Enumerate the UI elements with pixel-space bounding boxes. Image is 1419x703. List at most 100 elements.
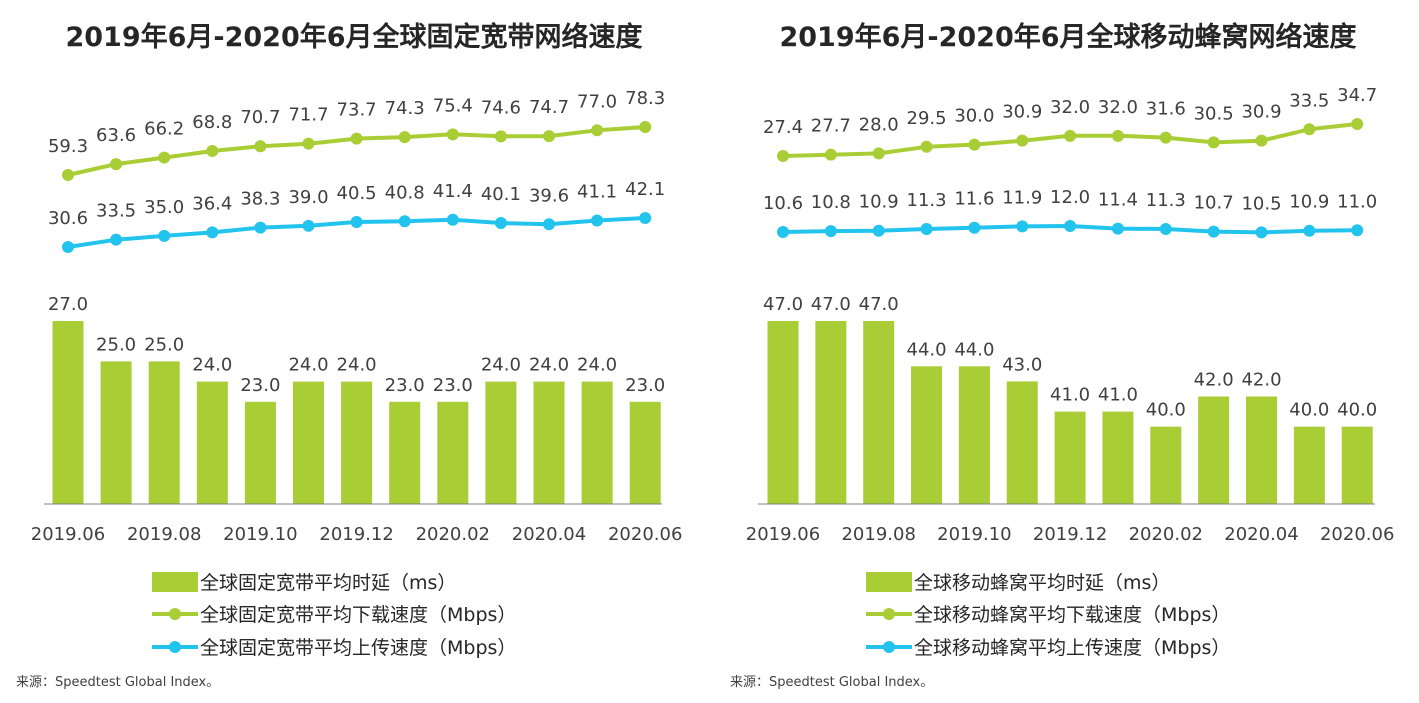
latency-bar-label: 44.0	[907, 339, 947, 360]
download-label: 30.9	[1002, 102, 1042, 123]
upload-point	[494, 217, 507, 230]
latency-bar-label: 27.0	[48, 294, 88, 315]
upload-point	[1351, 224, 1364, 237]
source-note: 来源：Speedtest Global Index。	[16, 675, 219, 690]
latency-bar-label: 40.0	[1289, 400, 1329, 421]
latency-bar	[1246, 396, 1277, 504]
upload-point	[1064, 220, 1077, 232]
latency-bar-label: 24.0	[481, 355, 521, 376]
x-tick-label: 2019.06	[31, 524, 105, 545]
legend-upload-label: 全球固定宽带平均上传速度（Mbps）	[200, 637, 516, 659]
latency-bar-label: 24.0	[529, 355, 569, 376]
upload-point	[1159, 223, 1172, 235]
download-point	[302, 137, 315, 150]
download-point	[158, 151, 171, 164]
download-label: 63.6	[96, 125, 136, 146]
download-point	[777, 150, 789, 162]
upload-label: 10.5	[1241, 193, 1281, 214]
latency-bar-label: 41.0	[1098, 385, 1138, 406]
latency-bar	[100, 361, 132, 504]
download-point	[968, 138, 981, 151]
x-tick-label: 2019.06	[746, 524, 820, 545]
latency-bar-label: 42.0	[1194, 370, 1234, 391]
latency-bar	[341, 381, 373, 504]
upload-point	[1255, 226, 1268, 239]
legend-bar-swatch	[152, 572, 198, 592]
latency-bar-label: 40.0	[1146, 400, 1186, 421]
x-tick-label: 2019.12	[1033, 524, 1107, 545]
download-label: 66.2	[144, 119, 184, 140]
upload-point	[62, 241, 74, 253]
upload-point	[398, 215, 411, 228]
x-tick-label: 2020.02	[416, 524, 490, 545]
download-label: 28.0	[859, 114, 899, 135]
latency-bar	[389, 401, 421, 504]
download-point	[1303, 123, 1316, 136]
latency-bar	[1054, 411, 1086, 504]
chart-legend: 全球移动蜂窝平均时延（ms） 全球移动蜂窝平均下载速度（Mbps） 全球移动蜂窝…	[866, 572, 1230, 659]
legend-upload-label: 全球移动蜂窝平均上传速度（Mbps）	[914, 637, 1230, 659]
chart-title: 2019年6月-2020年6月全球固定宽带网络速度	[65, 21, 642, 53]
upload-point	[110, 233, 123, 246]
download-point	[206, 145, 219, 157]
upload-label: 39.0	[288, 187, 328, 208]
latency-bar-label: 24.0	[577, 355, 617, 376]
upload-label: 12.0	[1050, 187, 1090, 208]
latency-bar-label: 24.0	[192, 355, 232, 376]
download-point	[872, 147, 885, 160]
upload-point	[639, 212, 652, 224]
upload-label: 40.5	[337, 183, 377, 204]
download-point	[1064, 129, 1077, 142]
mobile-cellular-chart: 2019年6月-2020年6月全球移动蜂窝网络速度 47.0 47.0 47.0 44…	[730, 21, 1394, 690]
upload-label: 11.0	[1337, 191, 1377, 212]
upload-point	[350, 216, 363, 229]
upload-label: 11.6	[954, 189, 994, 210]
latency-bar-label: 40.0	[1337, 400, 1377, 421]
latency-bar	[1341, 426, 1373, 504]
latency-bar-label: 25.0	[144, 334, 184, 355]
download-point	[494, 130, 507, 143]
x-tick-label: 2020.04	[1224, 524, 1298, 545]
upload-label: 38.3	[240, 189, 280, 210]
latency-bar-label: 42.0	[1241, 370, 1281, 391]
latency-bar-label: 23.0	[385, 375, 425, 396]
upload-point	[872, 224, 885, 237]
download-point	[1111, 129, 1124, 142]
download-label: 78.3	[625, 88, 665, 109]
x-tick-label: 2019.10	[223, 524, 297, 545]
legend-latency-label: 全球固定宽带平均时延（ms）	[200, 572, 456, 594]
x-tick-label: 2020.06	[1320, 524, 1394, 545]
upload-label: 10.8	[811, 192, 851, 213]
latency-bar	[815, 321, 847, 504]
upload-label: 10.9	[1289, 192, 1329, 213]
x-tick-label: 2019.08	[127, 524, 201, 545]
upload-point	[543, 218, 555, 231]
latency-bar	[581, 381, 613, 504]
download-point	[543, 130, 555, 143]
upload-label: 11.3	[1146, 190, 1186, 211]
download-label: 74.7	[529, 97, 569, 118]
download-point	[824, 148, 837, 161]
legend-bar-swatch	[866, 572, 912, 592]
x-tick-label: 2019.08	[841, 524, 915, 545]
latency-bar-label: 24.0	[337, 355, 377, 376]
upload-point	[254, 221, 267, 234]
latency-bar	[437, 401, 469, 504]
upload-label: 36.4	[192, 193, 232, 214]
latency-bar	[863, 321, 895, 504]
download-label: 27.7	[811, 116, 851, 137]
legend-latency-label: 全球移动蜂窝平均时延（ms）	[914, 572, 1170, 594]
latency-bar-label: 41.0	[1050, 385, 1090, 406]
source-note: 来源：Speedtest Global Index。	[730, 675, 933, 690]
download-label: 74.6	[481, 97, 521, 118]
latency-bar	[533, 381, 565, 504]
x-tick-label: 2019.10	[937, 524, 1011, 545]
upload-point	[206, 226, 219, 239]
upload-point	[446, 213, 459, 226]
latency-bar	[1293, 426, 1325, 504]
download-point	[1351, 118, 1364, 130]
latency-bar	[1006, 381, 1038, 504]
chart-marks: 27.0 25.0 25.0 24.0 23.0 24.0 24.0 23.0 23.0 24.0…	[31, 88, 683, 545]
download-point	[1159, 131, 1172, 144]
latency-bar-label: 47.0	[811, 294, 851, 315]
